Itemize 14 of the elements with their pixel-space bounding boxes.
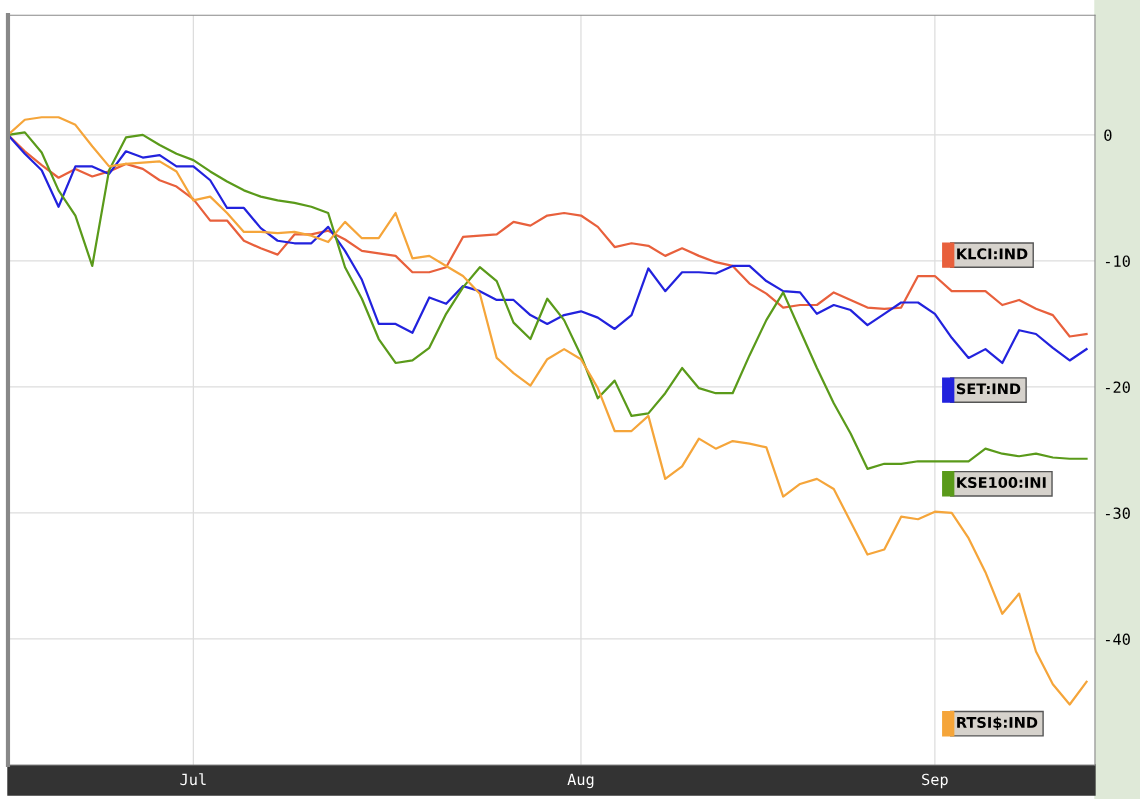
y-tick-label: -40: [1105, 633, 1130, 646]
legend-label: KLCI:IND: [957, 248, 1028, 260]
y-tick-label: -20: [1105, 381, 1130, 393]
y-tick-label: -30: [1105, 507, 1130, 519]
x-tick-label: Aug: [567, 773, 594, 789]
legend-label: KSE100:INI: [957, 476, 1046, 489]
x-tick-label: Jul: [180, 773, 206, 786]
line-series: [7, 116, 1088, 706]
legend-label: RTSI$:IND: [957, 716, 1038, 730]
y-tick-label: -10: [1105, 255, 1130, 267]
x-tick-label: Sep: [922, 773, 948, 789]
legend-label: SET:IND: [956, 383, 1021, 395]
line-series: [7, 131, 1088, 470]
y-tick-label: 0: [1104, 129, 1112, 141]
